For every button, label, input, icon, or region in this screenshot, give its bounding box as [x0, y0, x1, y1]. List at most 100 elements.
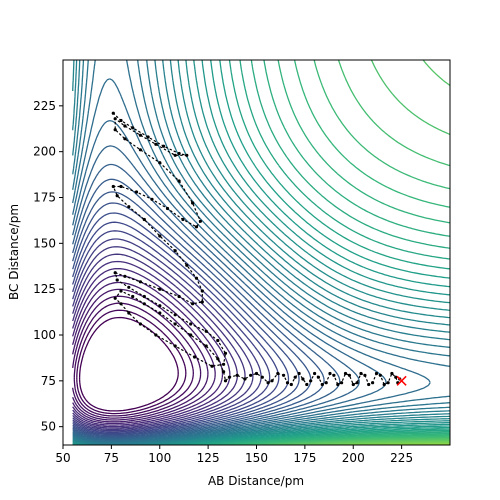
trajectory-point: [223, 351, 228, 355]
trajectory-point: [142, 294, 146, 299]
contour-level: [72, 178, 325, 438]
contour-level: [367, 443, 450, 445]
y-tick-label: 225: [33, 99, 56, 113]
contour-level: [72, 246, 254, 431]
trajectory-point: [343, 371, 348, 376]
trajectory-point: [276, 371, 280, 376]
contour-lines: [72, 60, 450, 445]
contour-level: [72, 267, 231, 426]
trajectory-point: [282, 373, 286, 377]
trajectory-point: [243, 377, 247, 381]
trajectory-point: [142, 217, 146, 222]
contour-level: [72, 163, 341, 439]
trajectory-point: [355, 381, 359, 385]
contour-level: [72, 119, 387, 441]
trajectory-point: [194, 225, 199, 229]
end-marker-stroke: [396, 375, 407, 386]
trajectory-point: [193, 355, 197, 359]
end-marker: [396, 375, 407, 386]
trajectory-point: [150, 197, 154, 201]
trajectory-point: [113, 128, 117, 132]
contour-level: [76, 309, 187, 415]
trajectory-point: [177, 179, 181, 183]
trajectory-point: [289, 382, 293, 387]
trajectory-point: [297, 371, 301, 376]
trajectory-point: [227, 375, 231, 379]
y-tick-label: 125: [33, 282, 56, 296]
trajectory-point: [138, 148, 142, 152]
trajectory-point: [200, 300, 204, 304]
trajectory-point: [204, 329, 208, 333]
contour-level: [72, 60, 450, 445]
contour-level: [72, 238, 262, 432]
trajectory-point: [374, 371, 379, 376]
trajectory-point: [138, 322, 142, 326]
trajectory-point: [191, 201, 195, 205]
contour-level: [72, 60, 450, 445]
trajectory-point: [173, 153, 177, 157]
trajectory-point: [313, 371, 317, 376]
contour-level: [304, 441, 450, 445]
trajectory-point: [328, 371, 332, 376]
trajectory-point: [316, 375, 320, 379]
contour-level: [201, 60, 450, 445]
trajectory-path: [112, 112, 401, 386]
trajectory-point: [266, 381, 270, 385]
trajectory-point: [222, 362, 226, 366]
contour-level: [73, 302, 194, 417]
trajectory-point: [270, 379, 274, 383]
contour-level: [72, 260, 238, 428]
trajectory-point: [204, 344, 208, 348]
x-tick-label: 50: [55, 451, 70, 465]
trajectory-point: [127, 311, 131, 315]
trajectory-point: [305, 382, 309, 387]
trajectory-point: [249, 373, 253, 377]
trajectory-point: [390, 371, 394, 376]
trajectory-point: [185, 153, 189, 157]
trajectory-point: [198, 219, 202, 223]
contour-level: [72, 221, 280, 434]
trajectory-point: [113, 271, 117, 275]
trajectory-point: [367, 382, 371, 387]
trajectory-point: [320, 382, 324, 387]
trajectory: [111, 111, 402, 387]
contour-level: [72, 274, 224, 425]
plot-frame: [62, 59, 451, 446]
trajectory-point: [254, 371, 259, 376]
trajectory-point: [158, 234, 162, 238]
trajectory-point: [131, 126, 135, 130]
contour-level: [72, 60, 450, 445]
trajectory-point: [162, 144, 166, 148]
trajectory-point: [123, 124, 127, 128]
y-tick-label: 150: [33, 236, 56, 250]
trajectory-point: [158, 287, 162, 291]
contour-level: [193, 60, 450, 445]
x-tick-label: 150: [245, 451, 268, 465]
trajectory-point: [173, 322, 177, 326]
trajectory-point: [351, 382, 355, 387]
trajectory-point: [189, 333, 193, 337]
contour-level: [217, 60, 450, 445]
trajectory-point: [173, 313, 177, 317]
trajectory-point: [158, 304, 162, 308]
trajectory-point: [154, 333, 158, 337]
trajectory-point: [194, 276, 199, 280]
trajectory-point: [260, 375, 264, 379]
x-tick-label: 200: [342, 451, 365, 465]
trajectory-point: [382, 382, 386, 387]
trajectory-point: [210, 364, 214, 368]
trajectory-point: [301, 377, 305, 381]
trajectory-point: [386, 381, 390, 385]
contour-level: [72, 78, 431, 442]
y-tick-label: 200: [33, 145, 56, 159]
trajectory-point: [127, 285, 131, 289]
contour-level: [244, 60, 450, 445]
trajectory-point: [173, 344, 177, 348]
trajectory-point: [127, 205, 131, 209]
contour-level: [72, 60, 450, 445]
contour-level: [72, 60, 450, 445]
trajectory-point: [309, 379, 313, 383]
contour-level: [226, 60, 450, 445]
contour-level: [72, 230, 271, 433]
